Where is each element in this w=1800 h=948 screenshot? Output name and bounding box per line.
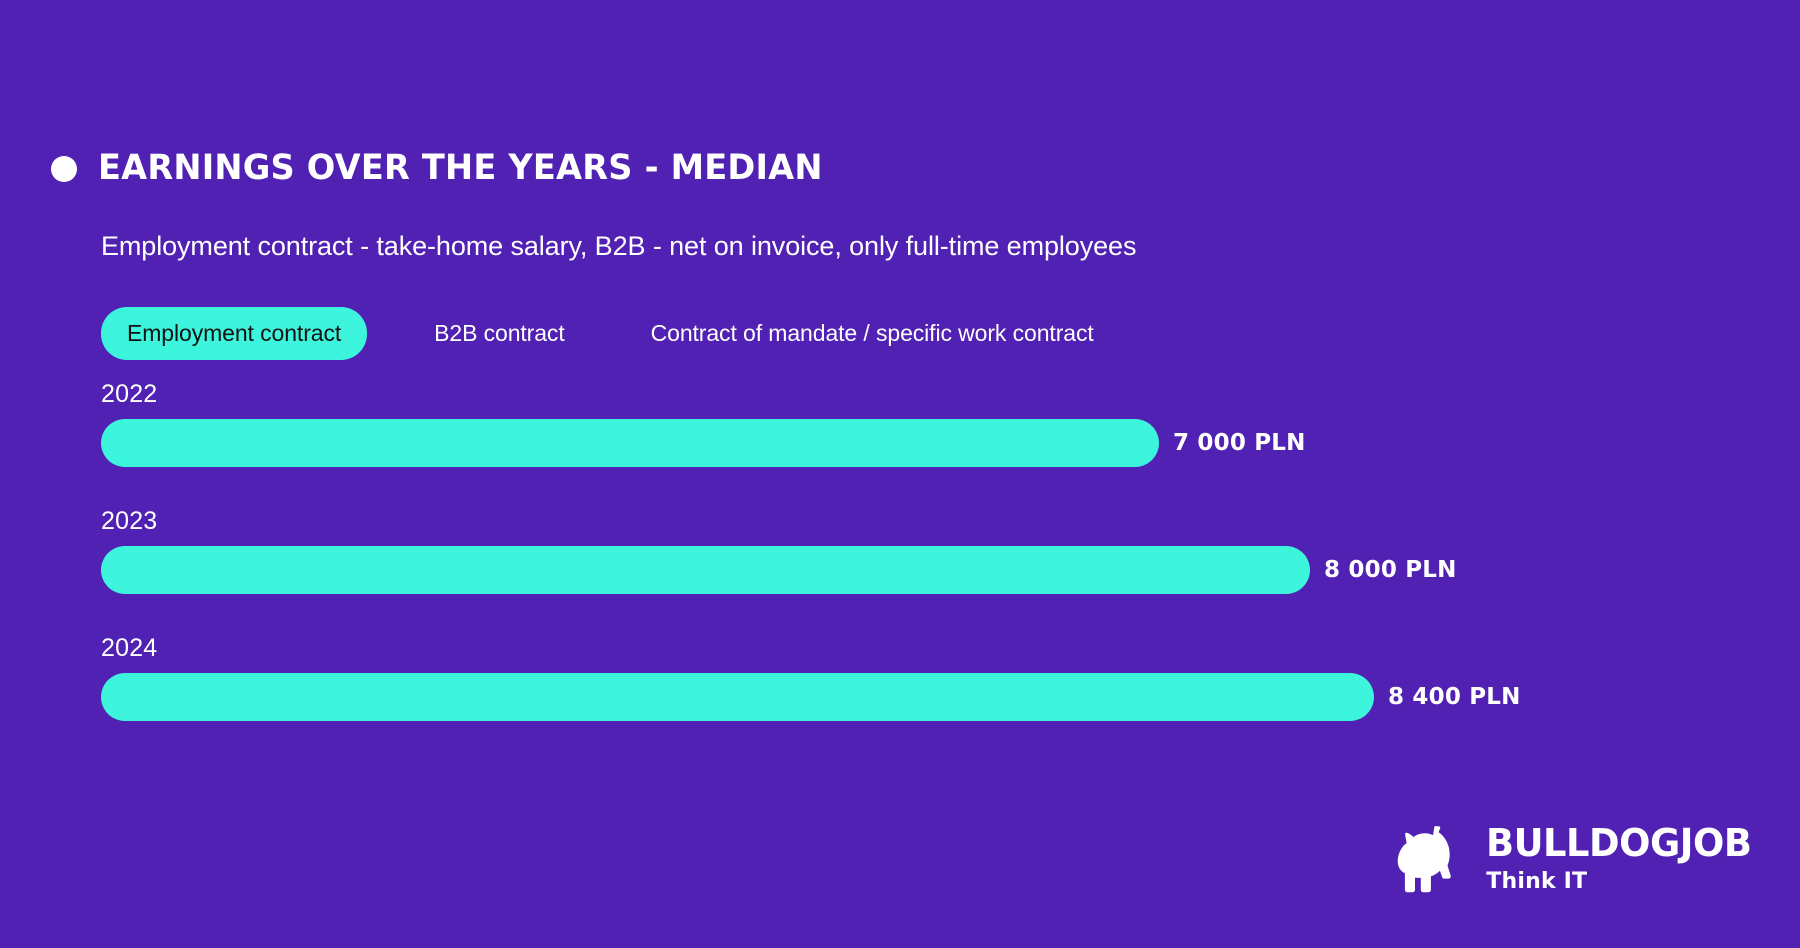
bullet-dot-icon	[51, 155, 77, 182]
bar-year-label: 2023	[101, 507, 158, 535]
bulldogjob-logo: BULLDOGJOB Think IT	[1396, 824, 1760, 893]
logo-tagline: Think IT	[1486, 869, 1588, 894]
page-title: EARNINGS OVER THE YEARS - MEDIAN	[98, 148, 823, 189]
earnings-bar-chart: 2022 7 000 PLN 2023 8 000 PLN 2024 8 400…	[101, 382, 1761, 721]
title-row: EARNINGS OVER THE YEARS - MEDIAN	[51, 128, 1760, 210]
bar-fill	[101, 419, 1159, 467]
bar-value-label: 7 000 PLN	[1173, 430, 1306, 456]
tab-employment-contract[interactable]: Employment contract	[101, 307, 368, 360]
bar-row: 2024 8 400 PLN	[101, 636, 1761, 721]
bar-year-label: 2024	[101, 634, 158, 662]
bar-value-label: 8 000 PLN	[1324, 557, 1457, 583]
tab-contract-of-mandate[interactable]: Contract of mandate / specific work cont…	[650, 320, 1094, 346]
bar-line: 8 400 PLN	[101, 673, 1761, 721]
page-subtitle: Employment contract - take-home salary, …	[101, 230, 1137, 261]
bulldog-icon	[1398, 825, 1452, 892]
logo-text: BULLDOGJOB Think IT	[1486, 824, 1760, 893]
contract-type-tabs: Employment contract B2B contract Contrac…	[101, 307, 1120, 360]
bar-row: 2023 8 000 PLN	[101, 509, 1761, 594]
header: EARNINGS OVER THE YEARS - MEDIAN Employm…	[51, 128, 1760, 262]
bar-value-label: 8 400 PLN	[1388, 684, 1521, 710]
bar-line: 7 000 PLN	[101, 419, 1761, 467]
bar-row: 2022 7 000 PLN	[101, 382, 1761, 467]
bar-year-label: 2022	[101, 380, 158, 408]
logo-name: BULLDOGJOB	[1486, 821, 1752, 865]
bar-fill	[101, 673, 1374, 721]
tab-b2b-contract[interactable]: B2B contract	[434, 320, 565, 346]
bar-line: 8 000 PLN	[101, 546, 1761, 594]
bar-fill	[101, 546, 1310, 594]
